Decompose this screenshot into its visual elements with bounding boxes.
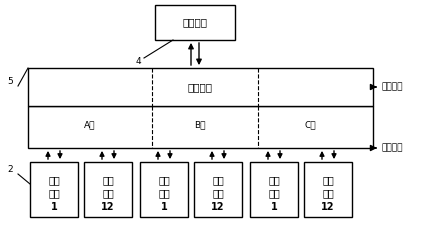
Text: 模块: 模块 (48, 188, 60, 198)
Bar (30, 162, 78, 217)
Text: 模块: 模块 (102, 188, 114, 198)
Text: 5: 5 (7, 77, 13, 86)
Text: C相: C相 (304, 121, 316, 129)
Text: 功率: 功率 (322, 175, 334, 185)
Text: 功率: 功率 (268, 175, 280, 185)
Bar (140, 162, 188, 217)
Text: 12: 12 (101, 202, 115, 212)
Text: 光纤通信: 光纤通信 (382, 143, 404, 153)
Text: 1: 1 (271, 202, 278, 212)
Text: 模块: 模块 (158, 188, 170, 198)
Text: A相: A相 (84, 121, 96, 129)
Text: 模块: 模块 (322, 188, 334, 198)
Bar (28, 68, 373, 106)
Text: 12: 12 (321, 202, 335, 212)
Text: B相: B相 (194, 121, 206, 129)
Bar (28, 106, 373, 148)
Bar (155, 5, 235, 40)
Text: 4: 4 (135, 57, 141, 67)
Text: 1: 1 (160, 202, 167, 212)
Bar (250, 162, 298, 217)
Text: 1: 1 (51, 202, 57, 212)
Text: 模块: 模块 (268, 188, 280, 198)
Text: 功率: 功率 (102, 175, 114, 185)
Text: 人机界面: 人机界面 (182, 17, 208, 27)
Bar (194, 162, 242, 217)
Text: 2: 2 (7, 165, 13, 175)
Text: 功率: 功率 (48, 175, 60, 185)
Text: 功率: 功率 (212, 175, 224, 185)
Text: 12: 12 (211, 202, 225, 212)
Text: 功率: 功率 (158, 175, 170, 185)
Bar (304, 162, 352, 217)
Text: 主控制器: 主控制器 (188, 82, 213, 92)
Bar (84, 162, 132, 217)
Text: 串口通信: 串口通信 (382, 82, 404, 91)
Text: 模块: 模块 (212, 188, 224, 198)
